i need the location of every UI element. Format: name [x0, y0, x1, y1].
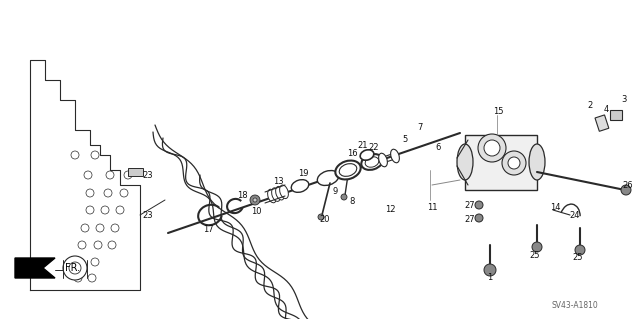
Circle shape — [124, 171, 132, 179]
Circle shape — [94, 241, 102, 249]
Text: 18: 18 — [237, 190, 247, 199]
Circle shape — [478, 134, 506, 162]
Circle shape — [71, 151, 79, 159]
Text: 7: 7 — [417, 123, 422, 132]
Circle shape — [575, 245, 585, 255]
Circle shape — [475, 214, 483, 222]
Circle shape — [502, 151, 526, 175]
Text: 1: 1 — [488, 273, 493, 283]
Text: 2: 2 — [588, 100, 593, 109]
Circle shape — [318, 214, 324, 220]
Circle shape — [88, 274, 96, 282]
Text: 25: 25 — [573, 254, 583, 263]
Text: 27: 27 — [465, 216, 476, 225]
Circle shape — [532, 242, 542, 252]
Text: 23: 23 — [143, 211, 154, 219]
Ellipse shape — [268, 189, 276, 203]
Text: 4: 4 — [604, 106, 609, 115]
Ellipse shape — [365, 157, 379, 167]
Text: 14: 14 — [550, 203, 560, 211]
Bar — [595, 115, 609, 131]
Bar — [465, 135, 537, 190]
Text: FR.: FR. — [65, 263, 80, 273]
Text: 22: 22 — [369, 144, 380, 152]
Ellipse shape — [339, 164, 356, 176]
Circle shape — [78, 241, 86, 249]
Circle shape — [91, 151, 99, 159]
Bar — [128, 168, 143, 176]
Circle shape — [508, 157, 520, 169]
Circle shape — [484, 264, 496, 276]
Circle shape — [108, 241, 116, 249]
Text: 15: 15 — [493, 108, 503, 116]
Text: 10: 10 — [251, 207, 261, 217]
Circle shape — [341, 194, 347, 200]
Text: 21: 21 — [358, 140, 368, 150]
Text: 8: 8 — [349, 197, 355, 206]
Text: 27: 27 — [465, 201, 476, 210]
Text: 13: 13 — [273, 177, 284, 187]
Polygon shape — [30, 60, 140, 290]
Ellipse shape — [335, 160, 361, 180]
Text: 19: 19 — [298, 169, 308, 179]
Circle shape — [86, 189, 94, 197]
Circle shape — [120, 189, 128, 197]
Circle shape — [76, 258, 84, 266]
Circle shape — [250, 195, 260, 205]
Circle shape — [111, 224, 119, 232]
Circle shape — [86, 206, 94, 214]
Text: 9: 9 — [332, 188, 338, 197]
Text: 12: 12 — [385, 205, 396, 214]
Circle shape — [101, 206, 109, 214]
Circle shape — [84, 171, 92, 179]
Text: 20: 20 — [320, 216, 330, 225]
Ellipse shape — [379, 153, 387, 167]
Ellipse shape — [317, 171, 339, 185]
Ellipse shape — [529, 144, 545, 180]
Text: 11: 11 — [427, 203, 437, 211]
Text: 5: 5 — [403, 136, 408, 145]
Circle shape — [253, 198, 257, 202]
Text: 6: 6 — [435, 144, 441, 152]
Text: 23: 23 — [143, 170, 154, 180]
Circle shape — [106, 171, 114, 179]
Circle shape — [74, 274, 82, 282]
Text: 3: 3 — [621, 95, 627, 105]
Ellipse shape — [280, 185, 289, 198]
Circle shape — [81, 224, 89, 232]
Circle shape — [96, 224, 104, 232]
Text: 17: 17 — [203, 226, 213, 234]
Bar — [610, 110, 622, 120]
Polygon shape — [15, 258, 55, 278]
Text: 24: 24 — [570, 211, 580, 219]
Text: SV43-A1810: SV43-A1810 — [552, 300, 598, 309]
Circle shape — [69, 262, 81, 274]
Circle shape — [104, 189, 112, 197]
Circle shape — [484, 140, 500, 156]
Ellipse shape — [390, 149, 399, 163]
Ellipse shape — [276, 186, 284, 200]
Text: 25: 25 — [530, 250, 540, 259]
Ellipse shape — [362, 154, 383, 170]
Ellipse shape — [291, 180, 308, 192]
Circle shape — [63, 256, 87, 280]
Ellipse shape — [360, 150, 374, 160]
Ellipse shape — [457, 144, 473, 180]
Ellipse shape — [271, 188, 280, 201]
Text: 26: 26 — [623, 181, 634, 189]
Text: 16: 16 — [347, 149, 357, 158]
Circle shape — [116, 206, 124, 214]
Circle shape — [621, 185, 631, 195]
Circle shape — [475, 201, 483, 209]
Circle shape — [91, 258, 99, 266]
